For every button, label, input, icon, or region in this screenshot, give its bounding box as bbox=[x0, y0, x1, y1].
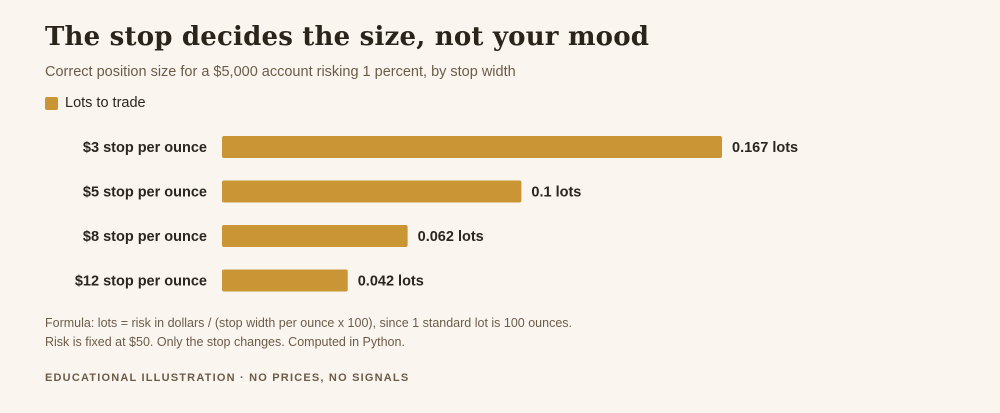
category-label: $3 stop per ounce bbox=[83, 140, 207, 156]
risk-note: Risk is fixed at $50. Only the stop chan… bbox=[45, 335, 405, 349]
chart-title: The stop decides the size, not your mood bbox=[45, 22, 650, 52]
bar bbox=[222, 136, 722, 158]
bar bbox=[222, 269, 348, 292]
value-label: 0.042 lots bbox=[358, 274, 424, 290]
legend-label: Lots to trade bbox=[65, 95, 146, 111]
bar-chart: $3 stop per ounce 0.167 lots $5 stop per o… bbox=[75, 136, 798, 292]
formula-note: Formula: lots = risk in dollars / (stop … bbox=[45, 316, 572, 330]
category-label: $12 stop per ounce bbox=[75, 274, 207, 290]
bar bbox=[222, 180, 522, 203]
legend-swatch bbox=[45, 96, 58, 110]
chart-legend: Lots to trade bbox=[45, 95, 146, 111]
category-label: $5 stop per ounce bbox=[83, 185, 207, 201]
category-label: $8 stop per ounce bbox=[83, 229, 207, 245]
value-label: 0.062 lots bbox=[418, 229, 484, 245]
chart-subtitle: Correct position size for a $5,000 accou… bbox=[45, 64, 516, 80]
footer-disclaimer: EDUCATIONAL ILLUSTRATION · NO PRICES, NO… bbox=[45, 372, 410, 384]
bar bbox=[222, 225, 408, 247]
value-label: 0.167 lots bbox=[732, 140, 798, 156]
value-label: 0.1 lots bbox=[531, 185, 581, 201]
